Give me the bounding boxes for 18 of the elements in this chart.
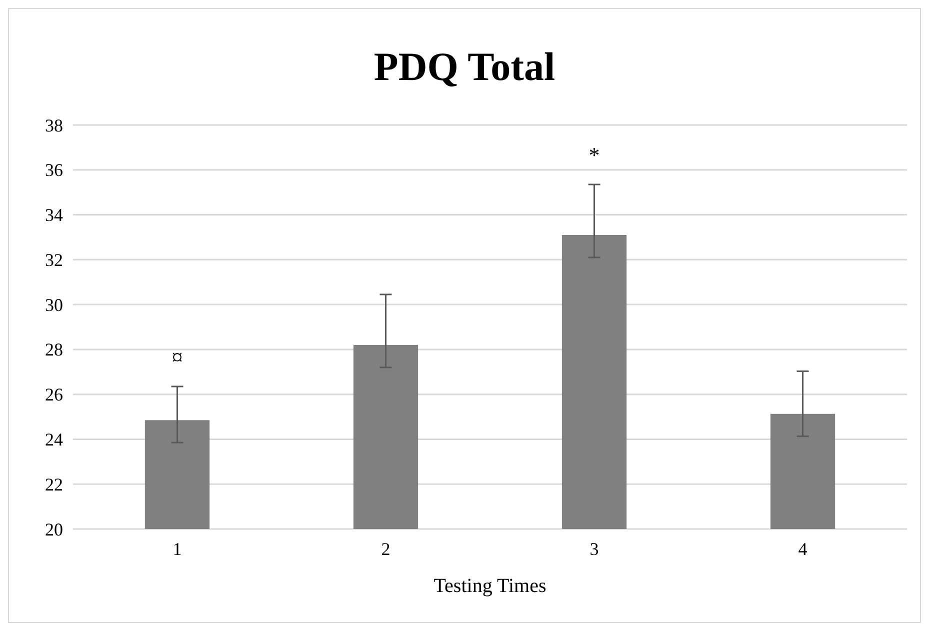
y-tick-label: 28: [45, 340, 63, 360]
x-tick-label: 2: [381, 539, 390, 559]
chart-title: PDQ Total: [374, 44, 556, 89]
y-tick-label: 32: [45, 250, 63, 270]
x-axis-title: Testing Times: [434, 575, 546, 597]
y-tick-label: 22: [45, 474, 63, 494]
annotation: *: [588, 142, 600, 168]
x-tick-label: 3: [590, 539, 599, 559]
x-tick-label: 4: [798, 539, 808, 559]
y-tick-label: 24: [45, 430, 63, 450]
y-tick-label: 36: [45, 160, 63, 180]
y-tick-label: 20: [45, 519, 63, 540]
y-tick-label: 26: [45, 384, 63, 405]
y-tick-label: 30: [45, 294, 63, 315]
annotation: ¤: [172, 344, 183, 370]
y-tick-label: 38: [45, 115, 63, 136]
x-tick-label: 1: [172, 539, 182, 559]
y-tick-label: 34: [45, 205, 63, 226]
